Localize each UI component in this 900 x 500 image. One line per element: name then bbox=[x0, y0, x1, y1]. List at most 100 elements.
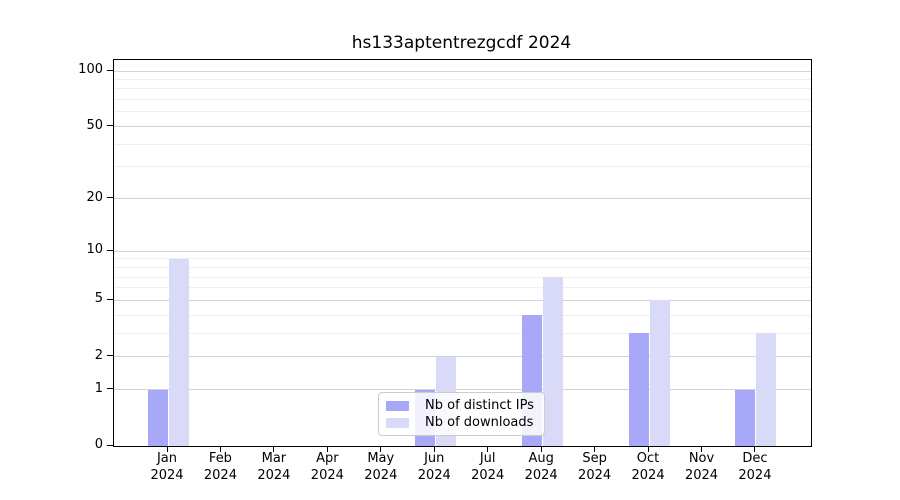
x-tick-mark bbox=[487, 446, 489, 452]
minor-gridline bbox=[114, 111, 811, 113]
x-tick-mark bbox=[540, 446, 542, 452]
x-tick-label-feb: Feb 2024 bbox=[185, 450, 255, 484]
y-tick-label: 2 bbox=[94, 347, 103, 363]
legend-swatch-downloads bbox=[386, 417, 409, 428]
major-gridline bbox=[114, 70, 811, 72]
minor-gridline bbox=[114, 276, 811, 278]
x-tick-mark bbox=[647, 446, 649, 452]
x-tick-label-dec: Dec 2024 bbox=[720, 450, 790, 484]
major-gridline bbox=[114, 126, 811, 128]
minor-gridline bbox=[114, 332, 811, 334]
y-tick-label: 50 bbox=[86, 117, 103, 133]
legend-item-distinct-ips: Nb of distinct IPs bbox=[386, 398, 536, 413]
x-tick-year: 2024 bbox=[631, 468, 665, 483]
x-tick-label-nov: Nov 2024 bbox=[667, 450, 737, 484]
legend-swatch-distinct-ips bbox=[386, 400, 409, 411]
bar-downloads-jan bbox=[168, 258, 189, 446]
legend-label-downloads: Nb of downloads bbox=[425, 415, 534, 430]
bar-distinct-ips-jan bbox=[147, 389, 168, 446]
x-tick-year: 2024 bbox=[150, 468, 184, 483]
x-tick-month: Mar bbox=[261, 451, 287, 466]
major-gridline bbox=[114, 198, 811, 200]
x-tick-year: 2024 bbox=[257, 468, 291, 483]
x-tick-mark bbox=[754, 446, 756, 452]
x-tick-mark bbox=[219, 446, 221, 452]
y-tick-label: 5 bbox=[94, 291, 103, 307]
x-tick-year: 2024 bbox=[684, 468, 719, 483]
minor-gridline bbox=[114, 88, 811, 90]
major-gridline bbox=[114, 299, 811, 301]
x-tick-month: May bbox=[367, 451, 395, 466]
y-tick-label: 10 bbox=[86, 242, 103, 258]
x-tick-month: Jan bbox=[156, 451, 178, 466]
major-gridline bbox=[114, 356, 811, 358]
x-tick-year: 2024 bbox=[471, 468, 505, 483]
y-tick-mark bbox=[107, 197, 113, 199]
x-tick-label-sep: Sep 2024 bbox=[560, 450, 630, 484]
major-gridline bbox=[114, 250, 811, 252]
major-gridline bbox=[114, 389, 811, 391]
y-tick-mark bbox=[107, 298, 113, 300]
minor-gridline bbox=[114, 78, 811, 80]
x-tick-mark bbox=[701, 446, 702, 452]
x-tick-year: 2024 bbox=[738, 468, 772, 483]
y-tick-mark bbox=[107, 355, 113, 357]
x-tick-month: Jul bbox=[479, 451, 496, 466]
x-tick-month: Aug bbox=[528, 451, 554, 466]
y-tick-mark bbox=[107, 69, 113, 71]
bar-downloads-dec bbox=[756, 333, 777, 446]
y-tick-label: 1 bbox=[94, 380, 103, 396]
x-tick-label-may: May 2024 bbox=[346, 450, 416, 484]
x-tick-label-mar: Mar 2024 bbox=[239, 450, 309, 484]
legend-label-distinct-ips: Nb of distinct IPs bbox=[425, 398, 534, 413]
x-tick-month: Apr bbox=[316, 451, 339, 466]
bar-distinct-ips-dec bbox=[735, 389, 756, 446]
x-tick-month: Jun bbox=[424, 451, 445, 466]
x-tick-year: 2024 bbox=[364, 468, 398, 483]
x-tick-label-jun: Jun 2024 bbox=[399, 450, 469, 484]
minor-gridline bbox=[114, 314, 811, 316]
y-tick-mark bbox=[107, 249, 113, 251]
x-tick-label-aug: Aug 2024 bbox=[506, 450, 576, 484]
y-tick-mark bbox=[107, 125, 113, 127]
x-tick-year: 2024 bbox=[203, 468, 237, 483]
minor-gridline bbox=[114, 143, 811, 145]
bar-downloads-oct bbox=[649, 300, 670, 446]
minor-gridline bbox=[114, 287, 811, 289]
minor-gridline bbox=[114, 166, 811, 168]
x-tick-month: Nov bbox=[688, 451, 715, 466]
x-tick-mark bbox=[594, 446, 596, 452]
minor-gridline bbox=[114, 266, 811, 268]
x-tick-label-jul: Jul 2024 bbox=[453, 450, 523, 484]
x-tick-year: 2024 bbox=[524, 468, 558, 483]
x-tick-label-apr: Apr 2024 bbox=[292, 450, 362, 484]
bar-downloads-aug bbox=[542, 277, 563, 446]
y-tick-mark bbox=[107, 444, 113, 446]
x-tick-month: Sep bbox=[582, 451, 607, 466]
bar-distinct-ips-oct bbox=[628, 333, 649, 446]
y-tick-label: 20 bbox=[86, 189, 103, 205]
chart-title: hs133aptentrezgcdf 2024 bbox=[351, 33, 572, 53]
minor-gridline bbox=[114, 99, 811, 101]
x-tick-month: Oct bbox=[636, 451, 660, 466]
x-tick-mark bbox=[166, 446, 168, 452]
minor-gridline bbox=[114, 258, 811, 260]
x-tick-mark bbox=[433, 446, 435, 452]
x-tick-mark bbox=[326, 446, 328, 452]
x-tick-mark bbox=[380, 446, 382, 452]
x-tick-year: 2024 bbox=[310, 468, 344, 483]
x-tick-mark bbox=[273, 446, 275, 452]
y-tick-mark bbox=[107, 388, 113, 390]
y-tick-label: 0 bbox=[94, 437, 103, 452]
x-tick-label-jan: Jan 2024 bbox=[132, 450, 202, 484]
x-tick-label-oct: Oct 2024 bbox=[613, 450, 683, 484]
plot-area bbox=[113, 59, 812, 447]
legend: Nb of distinct IPs Nb of downloads bbox=[378, 392, 545, 436]
x-tick-month: Dec bbox=[742, 451, 768, 466]
x-tick-year: 2024 bbox=[417, 468, 451, 483]
legend-item-downloads: Nb of downloads bbox=[386, 415, 536, 430]
x-tick-year: 2024 bbox=[578, 468, 612, 483]
y-tick-label: 100 bbox=[78, 62, 103, 77]
x-tick-month: Feb bbox=[208, 451, 232, 466]
